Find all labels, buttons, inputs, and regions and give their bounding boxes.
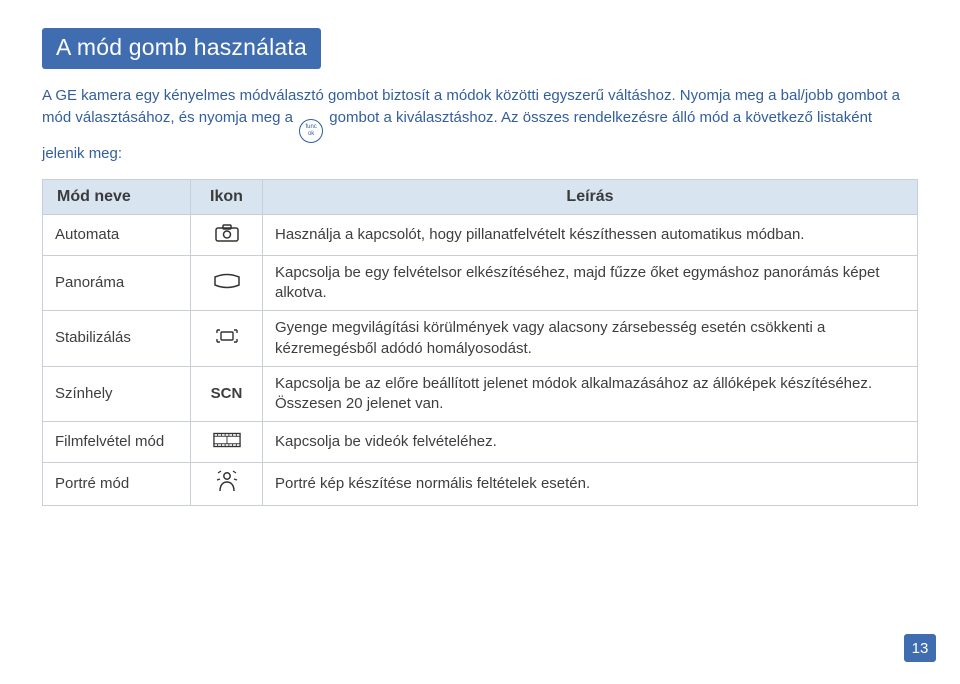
portrait-icon bbox=[213, 470, 241, 492]
func-ok-icon: func ok bbox=[299, 119, 323, 143]
table-row: Automata Használja a kapcsolót, hogy pil… bbox=[43, 214, 918, 255]
stabilize-icon bbox=[213, 325, 241, 347]
intro-paragraph: A GE kamera egy kényelmes módválasztó go… bbox=[42, 85, 918, 165]
mode-desc-cell: Portré kép készítése normális feltételek… bbox=[263, 462, 918, 505]
mode-name-cell: Panoráma bbox=[43, 255, 191, 311]
mode-desc-cell: Kapcsolja be egy felvételsor elkészítésé… bbox=[263, 255, 918, 311]
mode-desc-cell: Kapcsolja be videók felvételéhez. bbox=[263, 422, 918, 462]
mode-icon-cell bbox=[191, 214, 263, 255]
page-title: A mód gomb használata bbox=[42, 28, 321, 69]
mode-table: Mód neve Ikon Leírás Automata Használja … bbox=[42, 179, 918, 506]
func-label-bot: ok bbox=[308, 131, 314, 138]
mode-name-cell: Portré mód bbox=[43, 462, 191, 505]
page-number: 13 bbox=[904, 634, 936, 662]
scn-icon: SCN bbox=[211, 385, 243, 402]
mode-name-cell: Filmfelvétel mód bbox=[43, 422, 191, 462]
mode-name-cell: Stabilizálás bbox=[43, 311, 191, 367]
table-row: Portré mód Portré kép készítése normális… bbox=[43, 462, 918, 505]
table-row: Stabilizálás Gyenge megvilágítási körülm… bbox=[43, 311, 918, 367]
th-desc: Leírás bbox=[263, 179, 918, 214]
mode-desc-cell: Gyenge megvilágítási körülmények vagy al… bbox=[263, 311, 918, 367]
mode-icon-cell bbox=[191, 255, 263, 311]
mode-name-cell: Színhely bbox=[43, 366, 191, 422]
mode-icon-cell bbox=[191, 462, 263, 505]
table-row: Panoráma Kapcsolja be egy felvételsor el… bbox=[43, 255, 918, 311]
table-header-row: Mód neve Ikon Leírás bbox=[43, 179, 918, 214]
camera-icon bbox=[213, 222, 241, 244]
panorama-icon bbox=[213, 270, 241, 292]
th-icon: Ikon bbox=[191, 179, 263, 214]
func-label-top: func bbox=[305, 124, 316, 131]
th-mode-name: Mód neve bbox=[43, 179, 191, 214]
mode-desc-cell: Kapcsolja be az előre beállított jelenet… bbox=[263, 366, 918, 422]
table-row: Színhely SCN Kapcsolja be az előre beáll… bbox=[43, 366, 918, 422]
mode-desc-cell: Használja a kapcsolót, hogy pillanatfelv… bbox=[263, 214, 918, 255]
table-row: Filmfelvétel mód Kapcsolja be videók fel… bbox=[43, 422, 918, 462]
mode-icon-cell bbox=[191, 422, 263, 462]
film-icon bbox=[213, 429, 241, 451]
mode-icon-cell bbox=[191, 311, 263, 367]
mode-icon-cell: SCN bbox=[191, 366, 263, 422]
mode-name-cell: Automata bbox=[43, 214, 191, 255]
